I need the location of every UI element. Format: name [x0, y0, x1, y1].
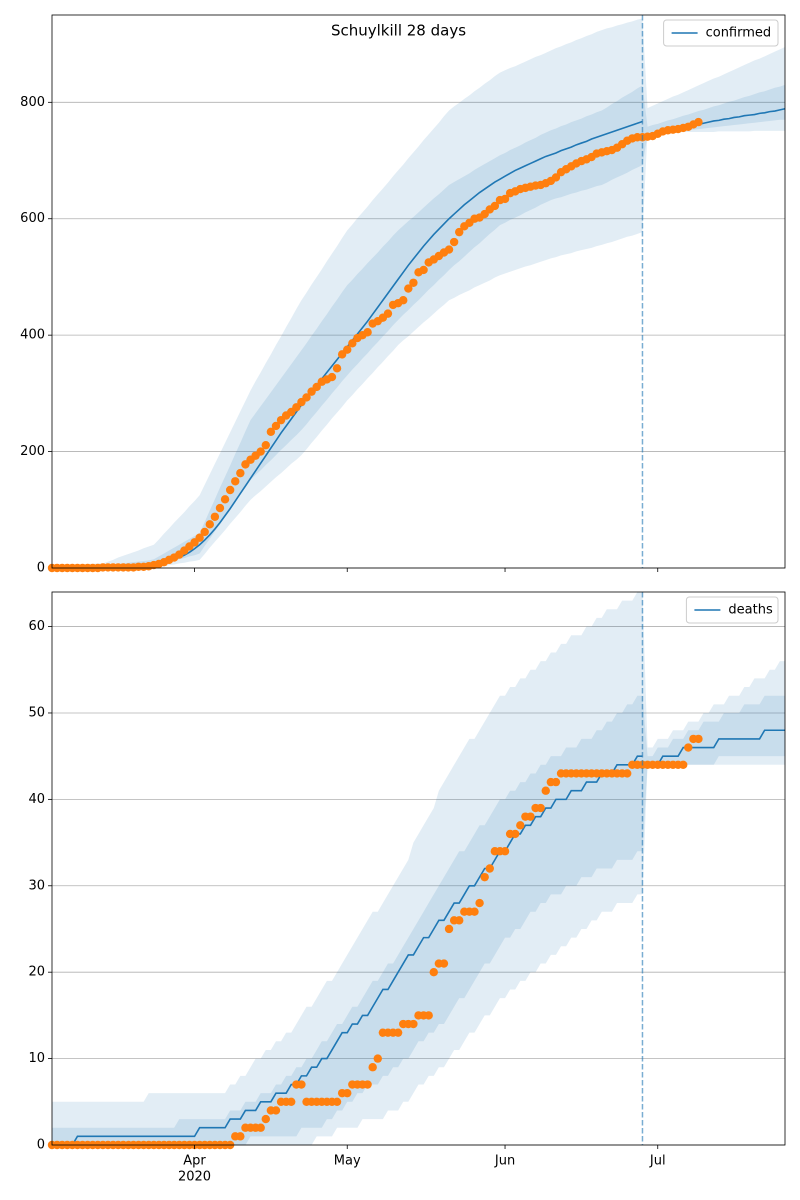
observed-point [444, 924, 454, 934]
observed-point [271, 421, 281, 431]
observed-point [424, 1011, 433, 1020]
observed-point [404, 284, 413, 293]
legend-box [685, 596, 779, 624]
observed-point [383, 309, 393, 318]
observed-point [302, 393, 311, 402]
axes-frame [51, 14, 786, 569]
observed-point [256, 447, 265, 456]
observed-point [684, 743, 693, 752]
observed-point [236, 468, 245, 478]
observed-point [271, 1106, 281, 1115]
legend-label: confirmed [706, 26, 772, 41]
observed-point [220, 495, 230, 504]
x-tick-label: Apr [183, 1154, 206, 1169]
y-tick-label: 60 [28, 619, 45, 634]
series-line [52, 755, 643, 1146]
observed-point [261, 1114, 270, 1124]
observed-point [551, 173, 561, 182]
axes-frame [51, 591, 786, 1146]
observed-point [292, 403, 301, 412]
observed-point [475, 898, 484, 908]
observed-point [327, 372, 337, 382]
observed-point [231, 477, 240, 486]
y-tick-label: 400 [20, 328, 45, 343]
observed-point [225, 485, 235, 495]
observed-point [511, 829, 520, 839]
observed-point [455, 916, 464, 925]
observed-point [236, 1132, 245, 1141]
observed-point [205, 520, 214, 529]
observed-point [694, 734, 703, 744]
confidence-band [52, 695, 785, 1145]
y-tick-label: 600 [20, 211, 45, 226]
observed-point [343, 345, 352, 354]
observed-point [536, 803, 545, 813]
observed-point [551, 777, 561, 787]
x-year-label: 2020 [178, 1170, 211, 1185]
observed-point [694, 117, 703, 127]
x-tick-label: May [334, 1154, 361, 1169]
observed-point [500, 194, 510, 204]
observed-point [200, 527, 209, 537]
observed-point [343, 1088, 352, 1098]
observed-point [266, 427, 276, 436]
observed-point [332, 364, 342, 373]
observed-point [623, 769, 632, 778]
observed-point [368, 1063, 377, 1072]
observed-point [409, 1019, 418, 1029]
y-tick-label: 0 [37, 561, 45, 576]
y-tick-label: 200 [20, 444, 45, 459]
observed-point [480, 872, 489, 882]
observed-point [373, 1054, 382, 1063]
observed-point [429, 967, 438, 977]
observed-point [444, 245, 454, 254]
observed-point [500, 847, 510, 856]
x-tick-label: Jun [494, 1154, 515, 1169]
observed-point [526, 812, 535, 821]
observed-point [348, 339, 357, 348]
confidence-band [52, 592, 785, 1145]
observed-point [419, 265, 428, 275]
observed-point [312, 382, 321, 392]
observed-point [449, 237, 459, 247]
legend-label: deaths [728, 603, 773, 618]
observed-point [516, 821, 525, 830]
observed-point [215, 503, 225, 513]
y-tick-label: 800 [20, 95, 45, 110]
observed-point [409, 278, 418, 287]
observed-point [210, 512, 220, 521]
observed-point [363, 1080, 372, 1089]
observed-point [485, 864, 494, 873]
observed-point [470, 907, 479, 916]
observed-point [297, 1080, 306, 1089]
observed-point [195, 533, 204, 542]
observed-point [490, 201, 500, 211]
y-tick-label: 40 [28, 792, 45, 807]
observed-point [332, 1097, 342, 1106]
y-tick-label: 30 [28, 878, 45, 893]
y-tick-label: 0 [37, 1138, 45, 1153]
y-tick-label: 50 [28, 705, 45, 720]
observed-point [363, 328, 372, 337]
observed-point [399, 296, 408, 305]
observed-point [541, 786, 550, 795]
observed-point [439, 959, 449, 968]
legend-box [663, 19, 779, 47]
x-tick-label: Jul [649, 1154, 666, 1169]
observed-point [287, 1097, 296, 1106]
observed-point [455, 227, 464, 237]
observed-point [256, 1123, 265, 1132]
observed-point [261, 440, 270, 450]
y-tick-label: 20 [28, 965, 45, 980]
chart-title: Schuylkill 28 days [331, 22, 466, 40]
y-tick-label: 10 [28, 1051, 45, 1066]
observed-point [678, 760, 688, 770]
series-line [642, 729, 785, 766]
observed-point [393, 1028, 403, 1037]
